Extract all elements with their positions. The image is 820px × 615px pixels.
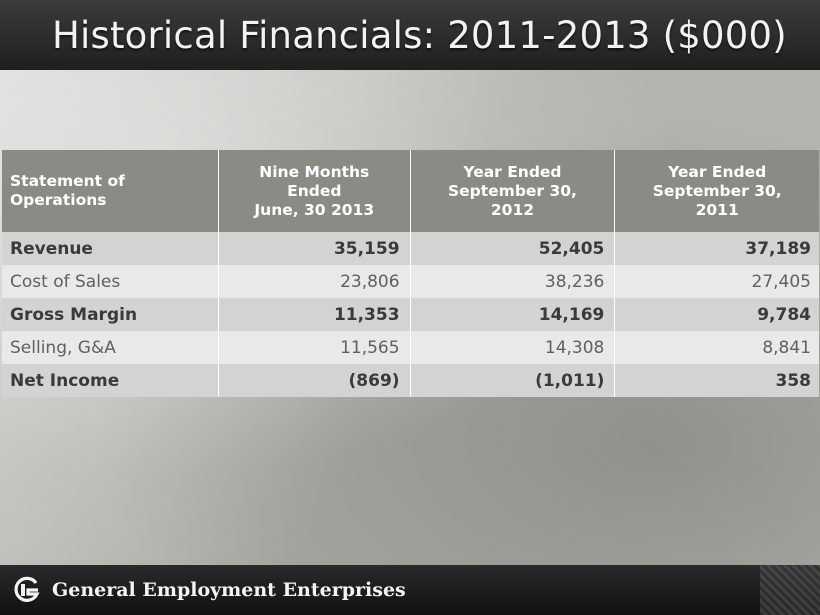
row-label: Revenue bbox=[2, 232, 219, 265]
table-row-cost-of-sales: Cost of Sales 23,806 38,236 27,405 bbox=[2, 265, 819, 298]
header-line: Statement of bbox=[10, 172, 125, 190]
cell-value: 9,784 bbox=[614, 298, 819, 331]
header-line: June, 30 2013 bbox=[254, 200, 375, 219]
header-year-2012: Year Ended September 30, 2012 bbox=[410, 150, 616, 232]
table-row-net-income: Net Income (869) (1,011) 358 bbox=[2, 364, 819, 397]
table-row-gross-margin: Gross Margin 11,353 14,169 9,784 bbox=[2, 298, 819, 331]
financials-table-container: Statement of Operations Nine Months Ende… bbox=[2, 150, 819, 397]
header-line: 2011 bbox=[695, 200, 739, 219]
cell-value: 23,806 bbox=[218, 265, 411, 298]
title-bar: Historical Financials: 2011-2013 ($000) bbox=[0, 0, 820, 70]
cell-value: 37,189 bbox=[614, 232, 819, 265]
cell-value: 38,236 bbox=[410, 265, 616, 298]
header-year-2011: Year Ended September 30, 2011 bbox=[614, 150, 819, 232]
cell-value: 14,169 bbox=[410, 298, 616, 331]
row-label: Selling, G&A bbox=[2, 331, 219, 364]
row-label: Gross Margin bbox=[2, 298, 219, 331]
cell-value: 358 bbox=[614, 364, 819, 397]
corner-texture bbox=[760, 565, 820, 615]
cell-value: (1,011) bbox=[410, 364, 616, 397]
cell-value: 11,565 bbox=[218, 331, 411, 364]
row-label: Cost of Sales bbox=[2, 265, 219, 298]
footer-bar: General Employment Enterprises bbox=[0, 565, 820, 615]
cell-value: 52,405 bbox=[410, 232, 616, 265]
slide-title: Historical Financials: 2011-2013 ($000) bbox=[52, 13, 787, 57]
header-line: September 30, bbox=[652, 181, 782, 200]
ge-logo-icon bbox=[12, 575, 42, 605]
cell-value: 11,353 bbox=[218, 298, 411, 331]
table-header-row: Statement of Operations Nine Months Ende… bbox=[2, 150, 819, 232]
cell-value: 35,159 bbox=[218, 232, 411, 265]
header-line: Nine Months bbox=[259, 162, 370, 181]
cell-value: 27,405 bbox=[614, 265, 819, 298]
header-line: September 30, bbox=[447, 181, 577, 200]
cell-value: 14,308 bbox=[410, 331, 616, 364]
header-nine-months-2013: Nine Months Ended June, 30 2013 bbox=[218, 150, 411, 232]
cell-value: 8,841 bbox=[614, 331, 819, 364]
header-statement-of-operations: Statement of Operations bbox=[2, 150, 219, 232]
header-line: 2012 bbox=[490, 200, 535, 219]
company-name: General Employment Enterprises bbox=[52, 579, 406, 601]
table-row-revenue: Revenue 35,159 52,405 37,189 bbox=[2, 232, 819, 265]
table-row-selling-ga: Selling, G&A 11,565 14,308 8,841 bbox=[2, 331, 819, 364]
row-label: Net Income bbox=[2, 364, 219, 397]
cell-value: (869) bbox=[218, 364, 411, 397]
header-line: Year Ended bbox=[668, 162, 767, 181]
financials-table: Statement of Operations Nine Months Ende… bbox=[2, 150, 819, 397]
header-line: Year Ended bbox=[463, 162, 562, 181]
header-line: Operations bbox=[10, 191, 107, 209]
header-line: Ended bbox=[287, 181, 342, 200]
